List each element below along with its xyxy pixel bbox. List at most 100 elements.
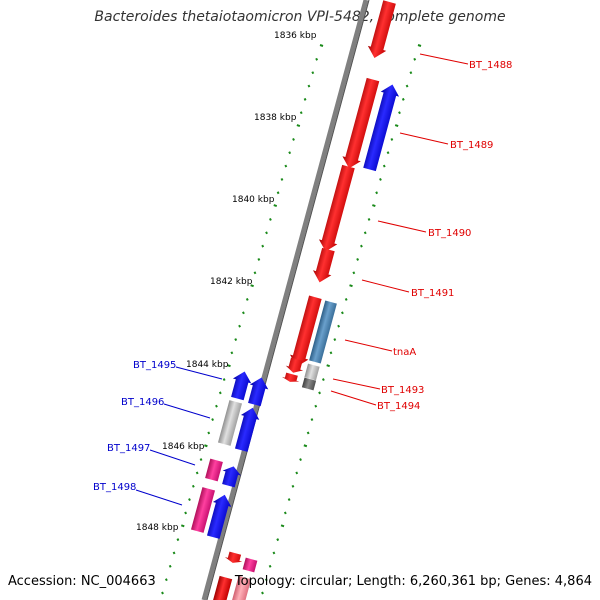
gene-bt1496-gray[interactable] bbox=[217, 400, 243, 446]
scale-track-right-tick bbox=[314, 404, 318, 408]
gene-label-bt1488[interactable]: BT_1488 bbox=[469, 60, 512, 71]
gene-bt1496[interactable] bbox=[232, 405, 262, 452]
leader-bt1489 bbox=[399, 132, 449, 145]
scale-track-left-tick bbox=[273, 204, 278, 208]
leader-bt1491 bbox=[361, 279, 410, 293]
gene-bottom-red-1[interactable] bbox=[224, 551, 244, 565]
gene-bt1498-pink[interactable] bbox=[190, 487, 216, 533]
scale-track-right-tick bbox=[276, 538, 280, 542]
genome-backbone-shadow bbox=[206, 0, 370, 600]
gene-bt1498[interactable] bbox=[204, 492, 234, 539]
scale-label-1842: 1842 kbp bbox=[210, 277, 253, 287]
scale-track-right-tick bbox=[280, 524, 285, 528]
scale-track-right-tick bbox=[398, 111, 401, 115]
scale-track-left-tick bbox=[184, 511, 188, 515]
gene-bt1493[interactable] bbox=[284, 357, 305, 375]
scale-track-right-tick bbox=[356, 258, 360, 261]
leader-bt1496 bbox=[163, 403, 211, 419]
scale-track-left-tick bbox=[245, 298, 249, 301]
gene-features bbox=[190, 0, 401, 600]
scale-track-right-tick bbox=[363, 231, 367, 235]
gene-bt1493b[interactable] bbox=[281, 372, 300, 384]
scale-track-left-tick bbox=[280, 177, 284, 181]
scale-track-left-tick bbox=[234, 338, 238, 341]
scale-track-left-tick bbox=[250, 284, 254, 288]
scale-track-right-tick bbox=[337, 324, 340, 328]
scale-track-right-tick bbox=[413, 57, 417, 61]
scale-track-left-tick bbox=[164, 578, 168, 582]
gene-bottom-lightpink[interactable] bbox=[230, 575, 252, 600]
gene-tnaa[interactable] bbox=[309, 300, 337, 364]
scale-track-left-tick bbox=[172, 551, 176, 555]
scale-label-1844: 1844 kbp bbox=[186, 360, 229, 370]
gene-bt1493-box[interactable] bbox=[304, 363, 320, 381]
gene-bt1488[interactable] bbox=[365, 0, 398, 60]
gene-label-bt1490[interactable]: BT_1490 bbox=[428, 228, 471, 239]
scale-track-left-tick bbox=[176, 538, 180, 542]
scale-track-left-tick bbox=[253, 271, 257, 275]
scale-track-right-tick bbox=[375, 191, 379, 195]
scale-track-right-tick bbox=[306, 431, 310, 435]
gene-label-bt1493[interactable]: BT_1493 bbox=[381, 385, 424, 396]
genome-backbone bbox=[201, 0, 369, 600]
scale-label-1846: 1846 kbp bbox=[162, 442, 205, 452]
scale-track-left-tick bbox=[218, 391, 222, 395]
scale-track-left-tick bbox=[204, 444, 208, 448]
gene-bt1494[interactable] bbox=[301, 377, 317, 391]
scale-track-right-tick bbox=[303, 444, 308, 448]
scale-label-1838: 1838 kbp bbox=[254, 113, 297, 123]
scale-track-left-tick bbox=[284, 164, 288, 168]
scale-track-left-tick bbox=[199, 458, 203, 462]
scale-track-left-tick bbox=[227, 364, 231, 368]
scale-track-right-tick bbox=[283, 511, 287, 515]
gene-bottom-red-2[interactable] bbox=[211, 575, 233, 600]
scale-track-right-tick bbox=[329, 351, 333, 355]
scale-track-left-tick bbox=[191, 484, 195, 488]
scale-track-left-tick bbox=[215, 404, 218, 408]
leader-bt1497 bbox=[149, 449, 196, 466]
scale-track-right-tick bbox=[417, 44, 422, 47]
scale-track-right-tick bbox=[310, 418, 314, 422]
scale-track-left-tick bbox=[307, 84, 311, 88]
gene-bt1489[interactable] bbox=[340, 77, 382, 171]
gene-label-bt1498[interactable]: BT_1498 bbox=[93, 482, 136, 493]
scale-track-left-tick bbox=[211, 418, 214, 422]
gene-label-bt1497[interactable]: BT_1497 bbox=[107, 443, 150, 454]
gene-bt1495-a[interactable] bbox=[228, 369, 254, 401]
gene-bt1497[interactable] bbox=[219, 464, 243, 488]
gene-bottom-pink[interactable] bbox=[242, 557, 258, 573]
gene-bt1491[interactable] bbox=[310, 247, 337, 285]
scale-track-right-tick bbox=[261, 591, 264, 595]
gene-label-bt1496[interactable]: BT_1496 bbox=[121, 397, 164, 408]
gene-bt1489-rev[interactable] bbox=[360, 82, 401, 172]
scale-track-right-tick bbox=[268, 564, 272, 568]
gene-label-bt1494[interactable]: BT_1494 bbox=[377, 401, 420, 412]
gene-label-bt1489[interactable]: BT_1489 bbox=[450, 140, 493, 151]
scale-label-1840: 1840 kbp bbox=[232, 195, 275, 205]
scale-track-left-tick bbox=[168, 564, 172, 568]
gene-bt1495-b[interactable] bbox=[245, 375, 271, 407]
scale-track-right-tick bbox=[264, 578, 268, 582]
genome-summary-text: Topology: circular; Length: 6,260,361 bp… bbox=[234, 574, 592, 589]
scale-track-right-tick bbox=[295, 471, 299, 475]
gene-label-bt1491[interactable]: BT_1491 bbox=[411, 288, 454, 299]
gene-label-tnaa[interactable]: tnaA bbox=[393, 347, 416, 358]
scale-track-left-tick bbox=[299, 111, 303, 115]
gene-bt1490[interactable] bbox=[316, 164, 357, 254]
leader-tnaa bbox=[344, 339, 393, 352]
scale-track-left-tick bbox=[296, 124, 301, 127]
scale-track-right-tick bbox=[401, 97, 405, 101]
gene-bt1489b[interactable] bbox=[287, 295, 324, 369]
scale-track-left-tick bbox=[188, 498, 191, 502]
scale-track-right-tick bbox=[372, 204, 376, 208]
scale-track-right-tick bbox=[405, 84, 409, 88]
scale-track-right-tick bbox=[394, 124, 399, 127]
scale-track-right-tick bbox=[326, 364, 330, 368]
scale-track-left-tick bbox=[180, 524, 185, 528]
scale-track-right-tick bbox=[349, 284, 353, 288]
gene-label-bt1495[interactable]: BT_1495 bbox=[133, 360, 176, 371]
scale-track-left-tick bbox=[161, 591, 164, 595]
scale-track-right-tick bbox=[318, 391, 321, 395]
gene-bt1497-pink[interactable] bbox=[205, 458, 223, 482]
